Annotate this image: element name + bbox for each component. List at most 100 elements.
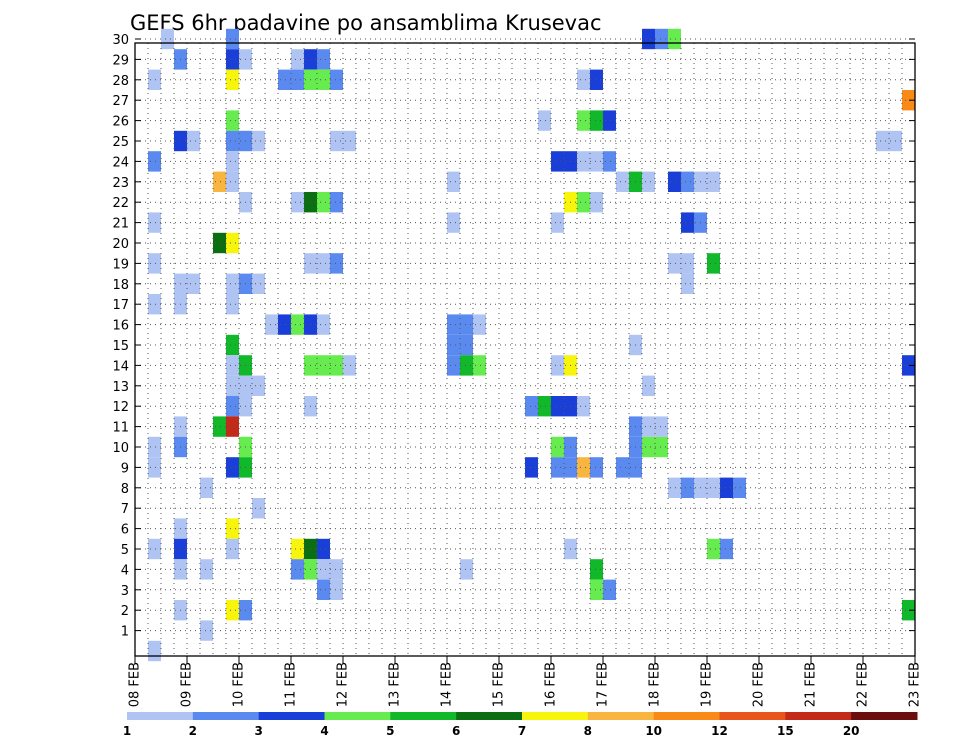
heatmap-cell [642,28,655,50]
heatmap-cell [330,130,343,152]
legend-label: 12 [711,724,728,738]
x-tick-label: 18 FEB [648,662,663,707]
heatmap-cell [681,253,694,274]
heatmap-cell [148,253,161,274]
heatmap-cell [226,396,239,417]
heatmap-cell [551,355,564,376]
y-tick-label: 29 [112,53,129,68]
y-tick-label: 14 [112,359,129,374]
y-tick-label: 15 [112,339,129,354]
heatmap-cell [226,457,239,478]
heatmap-cell [668,28,681,50]
y-tick-label: 2 [121,604,129,619]
heatmap-cell [525,457,538,478]
heatmap-cell [330,355,343,376]
x-tick-label: 13 FEB [388,662,403,707]
x-tick-label: 10 FEB [232,662,247,707]
y-tick-label: 30 [112,33,129,48]
x-tick-label: 16 FEB [544,662,559,707]
heatmap-cell [226,69,239,90]
legend-swatch [851,712,918,720]
legend-swatch [127,712,194,720]
heatmap-cell [200,477,213,498]
y-tick-label: 21 [112,217,129,232]
heatmap-cell [681,477,694,498]
heatmap-cell [577,151,590,172]
legend-swatch [258,712,325,720]
heatmap-cell [460,355,473,376]
heatmap-cell [707,538,720,560]
y-tick-label: 24 [112,155,129,170]
y-tick-label: 4 [121,563,129,578]
legend-label: 2 [189,724,197,738]
heatmap-cell [902,90,915,111]
heatmap-cell [291,192,304,213]
heatmap-cell [616,171,629,192]
heatmap-cell [330,559,343,580]
heatmap-cell [655,436,668,458]
heatmap-cell [655,28,668,50]
heatmap-cell [317,559,330,580]
heatmap-cell [291,314,304,335]
heatmap-cell [213,171,226,192]
x-tick-label: 19 FEB [700,662,715,707]
heatmap-cell [252,375,265,396]
heatmap-cell [317,355,330,376]
heatmap-cell [343,355,356,376]
heatmap-cell [317,69,330,90]
heatmap-cell [590,110,603,131]
heatmap-cell [317,579,330,600]
heatmap-cell [226,538,239,560]
legend-swatch [785,712,852,720]
heatmap-cell [317,49,330,70]
heatmap-cell [200,620,213,641]
x-tick-label: 22 FEB [856,662,871,707]
heatmap-cell [226,416,239,437]
heatmap-cell [148,640,161,662]
heatmap-cell [226,294,239,315]
chart-title: GEFS 6hr padavine po ansamblima Krusevac [130,11,602,35]
y-tick-label: 19 [112,257,129,272]
heatmap-cell [226,232,239,254]
heatmap-cell [252,130,265,152]
legend-label: 15 [777,724,794,738]
heatmap-cell [291,538,304,560]
heatmap-cell [148,294,161,315]
legend-label: 3 [254,724,262,738]
heatmap-cell [551,396,564,417]
legend-swatch [719,712,786,720]
legend-swatch [192,712,260,720]
heatmap-cell [226,518,239,539]
heatmap-cell [577,110,590,131]
heatmap-cell [590,559,603,580]
y-tick-label: 25 [112,135,129,150]
x-tick-label: 12 FEB [336,662,351,707]
heatmap-cell [720,477,733,498]
heatmap-cell [226,375,239,396]
heatmap-cell [603,110,616,131]
x-tick-label: 09 FEB [180,662,195,707]
heatmap-cell [447,171,460,192]
heatmap-cell [876,130,889,152]
heatmap-cell [603,579,616,600]
heatmap-cell [330,69,343,90]
heatmap-cell [317,253,330,274]
heatmap-cell [590,579,603,600]
heatmap-cell [226,355,239,376]
y-tick-label: 16 [112,319,129,334]
heatmap-cell [226,130,239,152]
legend-label: 7 [518,724,526,738]
heatmap-cell [668,253,681,274]
heatmap-cell [460,559,473,580]
heatmap-cell [707,477,720,498]
legend-swatch [456,712,523,720]
x-tick-label: 20 FEB [752,662,767,707]
heatmap-cell [330,579,343,600]
heatmap-cell [317,192,330,213]
heatmap-cell [590,69,603,90]
heatmap-cell [226,110,239,131]
heatmap-cell [447,334,460,356]
heatmap-cell [616,457,629,478]
y-tick-label: 3 [121,584,129,599]
